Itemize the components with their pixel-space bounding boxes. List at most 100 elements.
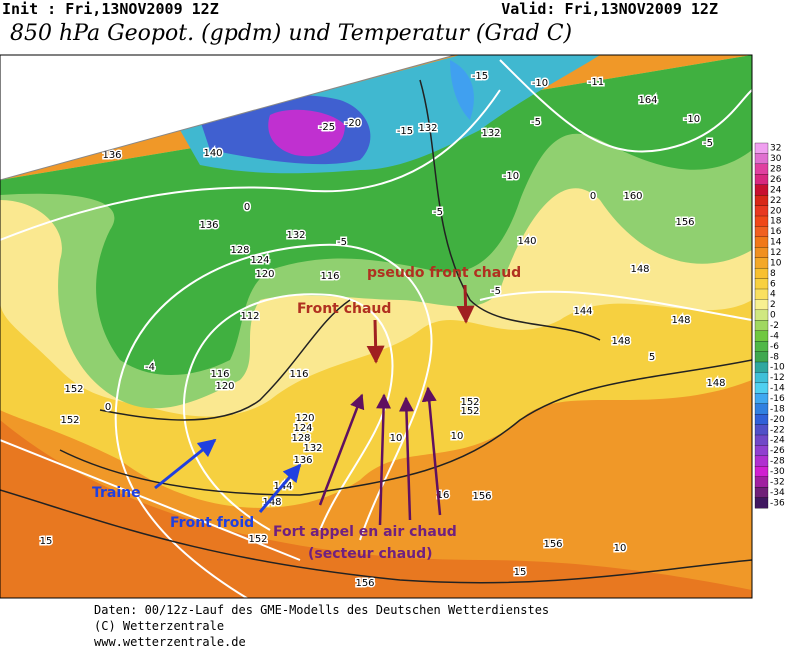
- colorbar-label: 22: [770, 196, 781, 206]
- colorbar-label: 14: [770, 238, 782, 248]
- contour-label: 136: [102, 150, 121, 161]
- colorbar-label: -14: [770, 384, 785, 394]
- arrow: [376, 393, 392, 526]
- colorbar-label: 2: [770, 300, 776, 310]
- colorbar-label: 12: [770, 248, 781, 258]
- colorbar-cell: [754, 288, 769, 300]
- contour-label: 0: [244, 202, 250, 213]
- contour-label: 10: [614, 543, 627, 554]
- contour-label: -25: [319, 122, 335, 133]
- contour-label: 152: [60, 415, 79, 426]
- colorbar-label: -22: [770, 425, 785, 435]
- contour-label: 132: [286, 230, 305, 241]
- contour-label: -5: [337, 237, 347, 248]
- contour-label: -5: [491, 286, 501, 297]
- colorbar-cell: [754, 226, 769, 238]
- map-frame: [0, 54, 753, 599]
- contour-label: 156: [675, 217, 694, 228]
- colorbar-label: 6: [770, 279, 776, 289]
- colorbar-cell: [754, 413, 769, 426]
- annotation: Front chaud: [297, 301, 391, 317]
- contour-label: -15: [472, 71, 488, 82]
- colorbar-label: 8: [770, 269, 776, 279]
- contour-label: 152: [460, 406, 479, 417]
- contour-label: -5: [703, 138, 713, 149]
- colorbar-cell: [754, 236, 769, 248]
- contour-label: 116: [289, 369, 308, 380]
- contour-label: 140: [517, 236, 536, 247]
- contour-label: -20: [345, 118, 361, 129]
- contour-label: -15: [397, 126, 413, 137]
- contour-label: 148: [630, 264, 649, 275]
- colorbar-cell: [754, 486, 769, 499]
- colorbar-label: 32: [770, 144, 781, 154]
- colorbar-cell: [754, 372, 769, 384]
- colorbar-label: -28: [770, 457, 785, 467]
- colorbar-label: 20: [770, 206, 782, 216]
- colorbar-label: -20: [770, 415, 785, 425]
- contour-label: 10: [451, 431, 464, 442]
- contour-label: 0: [590, 191, 596, 202]
- contour-label: -10: [532, 78, 548, 89]
- contour-label: 124: [293, 423, 312, 434]
- contour-label: 152: [460, 397, 479, 408]
- contour-label: 15: [40, 536, 53, 547]
- colorbar-cell: [754, 361, 769, 373]
- contour-label: 112: [240, 311, 259, 322]
- colorbar-cell: [754, 320, 769, 332]
- contour-label: 140: [203, 148, 222, 159]
- contour-label: 148: [611, 336, 630, 347]
- colorbar-label: -6: [770, 342, 779, 352]
- contour-label: 152: [248, 534, 267, 545]
- colorbar-label: 28: [770, 165, 782, 175]
- colorbar-cell: [754, 382, 769, 394]
- colorbar-cell: [754, 174, 769, 186]
- contour-label: 128: [230, 245, 249, 256]
- colorbar-cell: [754, 153, 769, 165]
- annotation: pseudo front chaud: [367, 265, 521, 281]
- contour-label: -5: [433, 207, 443, 218]
- contour-label: 124: [250, 255, 269, 266]
- colorbar-label: -24: [770, 436, 785, 446]
- init-time: Init : Fri,13NOV2009 12Z: [2, 0, 219, 18]
- colorbar-cell: [754, 351, 769, 363]
- colorbar-cell: [754, 330, 769, 342]
- colorbar-label: -8: [770, 352, 779, 362]
- colorbar-label: -12: [770, 373, 785, 383]
- annotation: Fort appel en air chaud: [273, 524, 457, 540]
- annotation: Front froid: [170, 515, 254, 531]
- colorbar-cell: [754, 215, 769, 227]
- contour-label: 148: [706, 378, 725, 389]
- contour-label: 120: [215, 381, 234, 392]
- colorbar-cell: [754, 257, 769, 269]
- footer-line: www.wetterzentrale.de: [94, 635, 246, 648]
- colorbar-cell: [754, 393, 769, 405]
- contour-label: 15: [514, 567, 527, 578]
- colorbar-cell: [754, 424, 769, 436]
- colorbar-cell: [754, 247, 769, 259]
- contour-label: 10: [390, 433, 403, 444]
- arrow: [318, 393, 365, 506]
- colorbar-label: -16: [770, 394, 785, 404]
- contour-label: -10: [684, 114, 700, 125]
- colorbar-cell: [754, 309, 769, 321]
- colorbar-label: -34: [770, 488, 785, 498]
- colorbar-label: 18: [770, 217, 782, 227]
- map-edge: [0, 54, 456, 181]
- contour-label: -11: [588, 77, 604, 88]
- contour-label: 116: [210, 369, 229, 380]
- colorbar-cell: [754, 194, 769, 207]
- colorbar-label: 26: [770, 175, 782, 185]
- contour-label: 160: [623, 191, 642, 202]
- colorbar-label: -10: [770, 363, 785, 373]
- colorbar-label: 16: [770, 227, 782, 237]
- colorbar-cell: [754, 497, 769, 509]
- colorbar-cell: [754, 445, 769, 457]
- colorbar-cell: [754, 142, 769, 154]
- arrow: [258, 463, 302, 513]
- colorbar-cell: [754, 278, 769, 290]
- colorbar-cell: [754, 163, 769, 175]
- colorbar-label: 10: [770, 258, 782, 268]
- contour-label: 156: [472, 491, 491, 502]
